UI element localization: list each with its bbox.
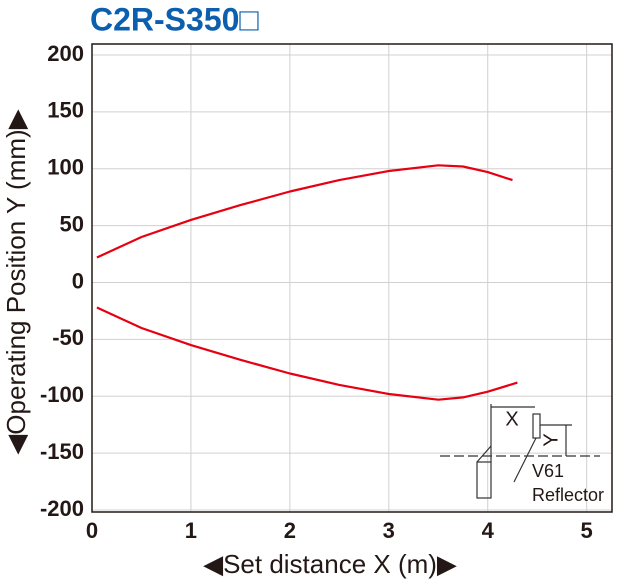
- reflector: [532, 413, 541, 439]
- x-tick-label: 3: [383, 518, 395, 543]
- y-tick-label: 200: [47, 41, 84, 66]
- x-tick-label: 4: [482, 518, 495, 543]
- annotation: Y: [540, 433, 562, 446]
- y-tick-label: 0: [72, 268, 84, 293]
- inset-diagram: [440, 404, 600, 499]
- x-tick-label: 5: [581, 518, 593, 543]
- line: [96, 306, 518, 401]
- annotation: X: [505, 408, 518, 430]
- annotation: Reflector: [532, 485, 604, 505]
- x-axis-label: ◀Set distance X (m)▶: [203, 549, 457, 579]
- plot-frame: [91, 43, 613, 513]
- leader-line: [513, 437, 537, 483]
- y-axis-label: ◀Operating Position Y (mm)▶: [1, 109, 31, 454]
- sensor: [476, 461, 492, 499]
- y-tick-label: 100: [47, 155, 84, 180]
- y-tick-label: -50: [52, 325, 84, 350]
- x-tick-label: 0: [86, 518, 98, 543]
- annotation: V61: [532, 461, 564, 481]
- sensor-line: [476, 445, 492, 463]
- y-tick-label: -150: [40, 439, 84, 464]
- y-tick-label: -100: [40, 382, 84, 407]
- y-tick-label: 50: [60, 211, 84, 236]
- y-tick-label: 150: [47, 98, 84, 123]
- x-tick-label: 1: [185, 518, 197, 543]
- y-tick-label: -200: [40, 496, 84, 521]
- line: [96, 164, 513, 259]
- x-tick-label: 2: [284, 518, 296, 543]
- grid: [91, 44, 612, 512]
- chart-title: C2R-S350□: [90, 1, 259, 37]
